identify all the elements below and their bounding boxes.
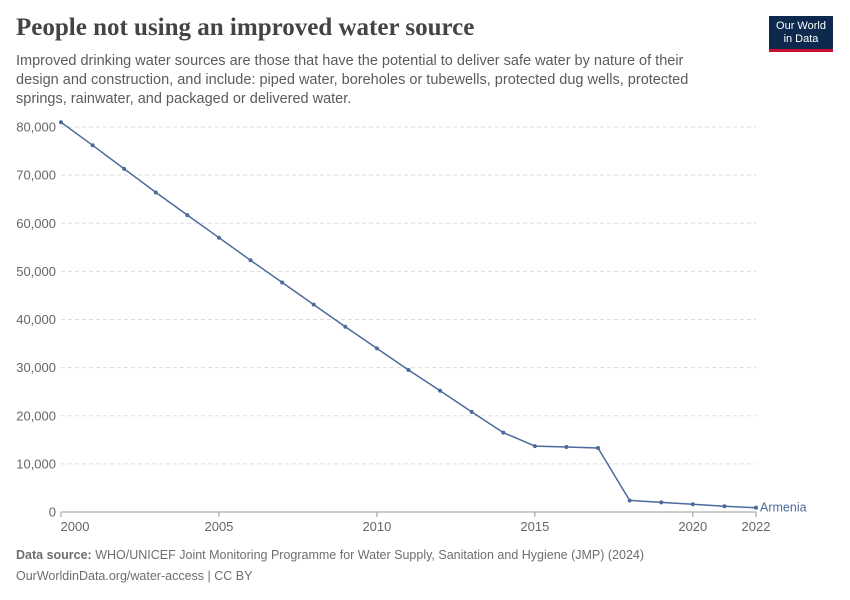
chart-subtitle: Improved drinking water sources are thos… xyxy=(16,53,689,107)
y-tick-label: 0 xyxy=(49,505,56,520)
data-point xyxy=(280,280,285,285)
data-point xyxy=(59,120,63,125)
data-point xyxy=(690,502,695,507)
y-tick-label: 80,000 xyxy=(16,120,56,135)
x-tick-label: 2022 xyxy=(742,519,771,534)
data-point xyxy=(438,388,443,393)
data-point xyxy=(153,190,158,195)
x-tick-label: 2010 xyxy=(362,519,391,534)
data-point xyxy=(185,213,190,218)
y-tick-label: 40,000 xyxy=(16,312,56,327)
data-point xyxy=(343,324,348,329)
data-source-label: Data source: xyxy=(16,548,92,562)
y-tick-label: 10,000 xyxy=(16,456,56,471)
y-tick-label: 20,000 xyxy=(16,408,56,423)
chart-title: People not using an improved water sourc… xyxy=(16,14,475,41)
y-tick-label: 30,000 xyxy=(16,360,56,375)
data-point xyxy=(596,445,601,450)
series-label: Armenia xyxy=(760,501,807,515)
data-point xyxy=(406,368,411,373)
data-point xyxy=(754,505,758,510)
data-point xyxy=(248,258,253,263)
data-source-line: Data source: WHO/UNICEF Joint Monitoring… xyxy=(16,548,644,562)
data-point xyxy=(90,143,95,148)
data-point xyxy=(722,504,727,509)
x-tick-label: 2020 xyxy=(678,519,707,534)
logo-line-2: in Data xyxy=(783,32,819,45)
y-tick-label: 60,000 xyxy=(16,216,56,231)
source-url[interactable]: OurWorldinData.org/water-access | CC BY xyxy=(16,569,253,583)
data-point xyxy=(216,235,221,240)
series-line-armenia xyxy=(60,121,757,509)
logo-line-1: Our World xyxy=(776,20,826,32)
y-tick-label: 70,000 xyxy=(16,168,56,183)
x-tick-label: 2000 xyxy=(61,519,90,534)
data-point xyxy=(532,444,537,449)
data-point xyxy=(564,445,569,450)
data-point xyxy=(501,430,506,435)
y-tick-label: 50,000 xyxy=(16,264,56,279)
data-point xyxy=(311,302,316,307)
data-point xyxy=(122,166,127,171)
data-point xyxy=(627,498,632,503)
x-tick-label: 2005 xyxy=(204,519,233,534)
data-source-text: WHO/UNICEF Joint Monitoring Programme fo… xyxy=(95,548,645,562)
data-point xyxy=(659,500,664,505)
owid-logo[interactable]: Our World in Data xyxy=(769,16,833,52)
data-point xyxy=(374,346,379,351)
x-tick-label: 2015 xyxy=(520,519,549,534)
data-point xyxy=(469,409,474,414)
